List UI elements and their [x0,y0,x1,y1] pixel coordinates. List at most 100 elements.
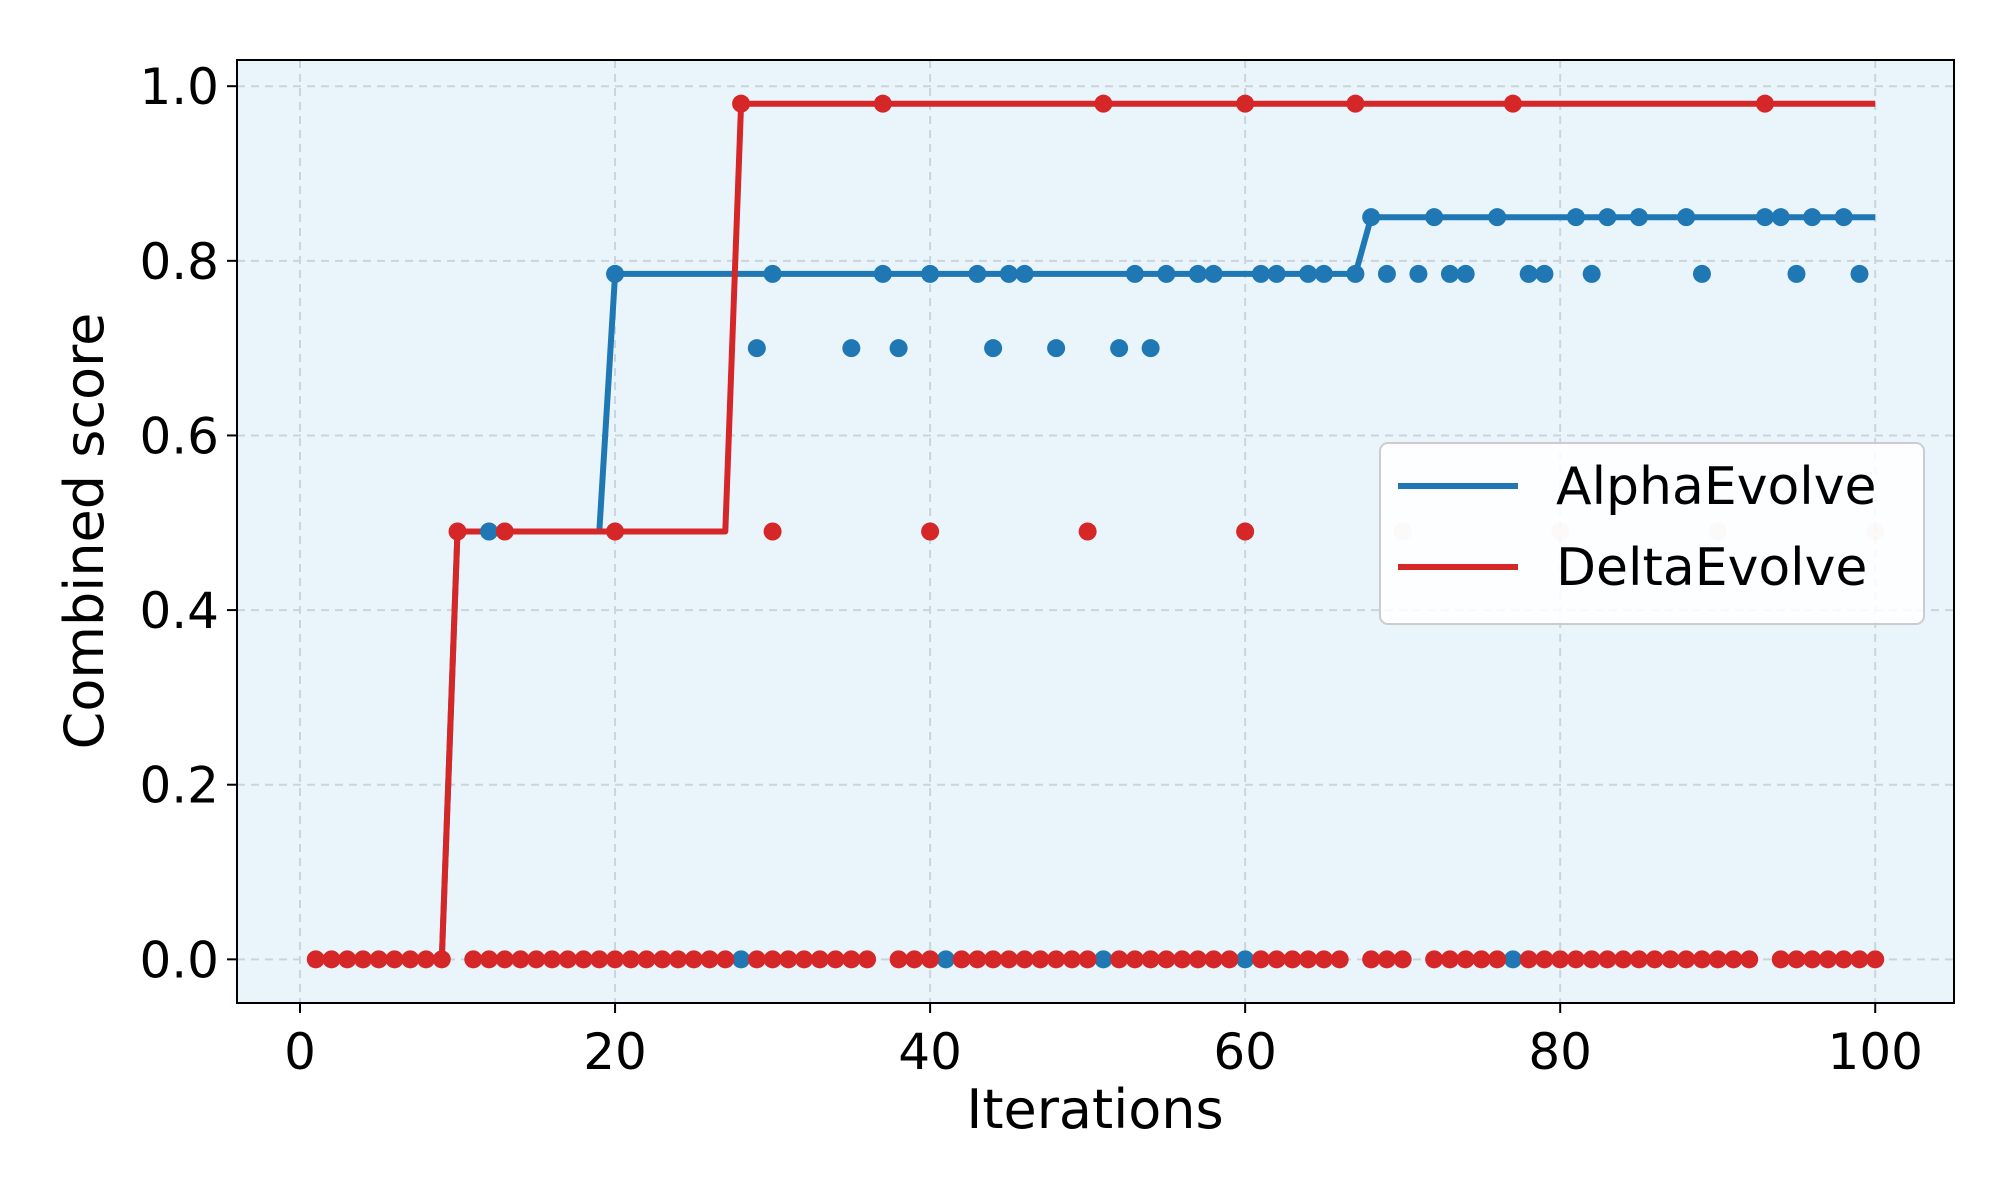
deltaevolve-point [385,950,404,969]
alphaevolve-point [1771,208,1790,227]
deltaevolve-point [306,950,325,969]
alphaevolve-point [1535,264,1554,283]
alphaevolve-point [1377,264,1396,283]
deltaevolve-point [653,950,672,969]
deltaevolve-point [369,950,388,969]
y-axis-label: Combined score [53,313,116,750]
deltaevolve-point [495,950,514,969]
deltaevolve-point [1551,950,1570,969]
deltaevolve-point [1834,950,1853,969]
alphaevolve-point [1598,208,1617,227]
deltaevolve-point [1708,950,1727,969]
alphaevolve-point [1125,264,1144,283]
alphaevolve-point [747,339,766,358]
legend: AlphaEvolve DeltaEvolve [1379,442,1925,625]
deltaevolve-point [432,950,451,969]
deltaevolve-point [1677,950,1696,969]
alphaevolve-point [1299,264,1318,283]
deltaevolve-point [1236,94,1255,113]
deltaevolve-point [1488,950,1507,969]
deltaevolve-point [1204,950,1223,969]
alphaevolve-point [1440,264,1459,283]
deltaevolve-point [1472,950,1491,969]
alphaevolve-point [1787,264,1806,283]
ticks: 0 20 40 60 80 100 0.0 0.2 0.4 0.6 0.8 1.0 [139,58,1922,1081]
x-tick-label: 80 [1528,1023,1592,1081]
deltaevolve-point [1535,950,1554,969]
x-tick-label: 0 [284,1023,316,1081]
alphaevolve-point [1425,208,1444,227]
alphaevolve-point [1803,208,1822,227]
alphaevolve-point [936,950,955,969]
deltaevolve-point [1629,950,1648,969]
deltaevolve-point [905,950,924,969]
deltaevolve-point [1078,950,1097,969]
deltaevolve-point [858,950,877,969]
deltaevolve-point [1456,950,1475,969]
alphaevolve-point [1850,264,1869,283]
deltaevolve-point [1078,522,1097,541]
alphaevolve-point [1488,208,1507,227]
y-tick-label: 0.0 [139,931,219,989]
legend-label-deltaevolve: DeltaEvolve [1556,538,1867,598]
deltaevolve-point [873,94,892,113]
deltaevolve-point [606,950,625,969]
deltaevolve-point [763,950,782,969]
y-tick-label: 1.0 [139,58,219,116]
y-tick-label: 0.8 [139,233,219,291]
deltaevolve-point [842,950,861,969]
alphaevolve-point [1677,208,1696,227]
deltaevolve-point [1503,94,1522,113]
deltaevolve-point [1110,950,1129,969]
deltaevolve-point [354,950,373,969]
deltaevolve-point [1393,950,1412,969]
deltaevolve-point [1125,950,1144,969]
deltaevolve-point [1614,950,1633,969]
deltaevolve-point [558,950,577,969]
deltaevolve-point [464,950,483,969]
deltaevolve-point [1173,950,1192,969]
alphaevolve-point [1362,208,1381,227]
deltaevolve-point [1661,950,1680,969]
deltaevolve-point [1377,950,1396,969]
alphaevolve-point [1755,208,1774,227]
alphaevolve-point [1236,950,1255,969]
x-tick-label: 20 [583,1023,647,1081]
deltaevolve-point [574,950,593,969]
deltaevolve-point [1740,950,1759,969]
alphaevolve-point [1629,208,1648,227]
deltaevolve-point [1283,950,1302,969]
deltaevolve-point [921,950,940,969]
deltaevolve-point [1157,950,1176,969]
deltaevolve-point [1267,950,1286,969]
deltaevolve-point [747,950,766,969]
deltaevolve-point [1440,950,1459,969]
deltaevolve-point [511,950,530,969]
y-tick-label: 0.6 [139,407,219,465]
deltaevolve-point [1425,950,1444,969]
alphaevolve-point [921,264,940,283]
alphaevolve-point [1157,264,1176,283]
deltaevolve-point [637,950,656,969]
deltaevolve-point [1031,950,1050,969]
alphaevolve-point [1267,264,1286,283]
points [306,94,1885,969]
x-tick-label: 60 [1213,1023,1277,1081]
deltaevolve-point [1771,950,1790,969]
deltaevolve-point [669,950,688,969]
deltaevolve-point [763,522,782,541]
deltaevolve-point [1692,950,1711,969]
alphaevolve-point [999,264,1018,283]
deltaevolve-point [1330,950,1349,969]
deltaevolve-point [543,950,562,969]
legend-label-alphaevolve: AlphaEvolve [1556,457,1877,517]
deltaevolve-point [448,522,467,541]
deltaevolve-point [417,950,436,969]
deltaevolve-point [732,94,751,113]
alphaevolve-point [968,264,987,283]
deltaevolve-point [1803,950,1822,969]
deltaevolve-point [1850,950,1869,969]
deltaevolve-point [1251,950,1270,969]
deltaevolve-point [495,522,514,541]
deltaevolve-point [984,950,1003,969]
